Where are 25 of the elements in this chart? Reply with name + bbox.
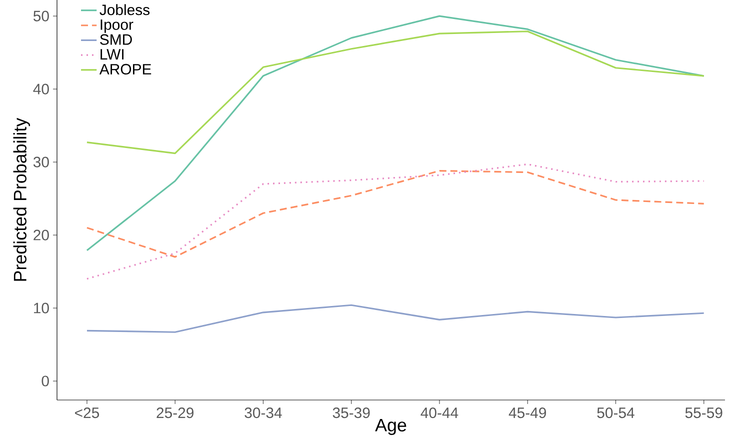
legend-label: LWI — [100, 49, 124, 60]
x-tick-label: 30-34 — [244, 408, 282, 418]
line-series — [86, 15, 705, 252]
y-tick-label: 10 — [34, 302, 49, 314]
x-tick-label: 55-59 — [685, 408, 722, 418]
y-tick-label: 20 — [34, 230, 49, 240]
y-tick-label: 40 — [33, 84, 49, 94]
legend-label: Jobless — [100, 4, 150, 16]
line-series — [86, 170, 705, 258]
x-tick-label: 50-54 — [597, 408, 634, 418]
y-tick-label: 0 — [42, 376, 49, 386]
x-tick-label: 40-44 — [420, 408, 458, 418]
line-series — [86, 304, 705, 333]
x-tick-label: 35-39 — [332, 408, 370, 418]
y-axis-title: Predicted Probability — [13, 118, 30, 281]
y-tick-label: 30 — [33, 156, 49, 168]
legend-label: AROPE — [99, 64, 152, 75]
y-tick-label: 50 — [33, 10, 49, 22]
legend-label: SMD — [100, 34, 132, 45]
x-axis-title: Age — [375, 418, 406, 436]
x-tick-label: 45-49 — [508, 408, 546, 418]
legend-label: Ipoor — [100, 19, 134, 33]
line-series — [86, 163, 705, 280]
x-tick-label: <25 — [75, 408, 100, 418]
x-tick-label: 25-29 — [156, 408, 194, 418]
